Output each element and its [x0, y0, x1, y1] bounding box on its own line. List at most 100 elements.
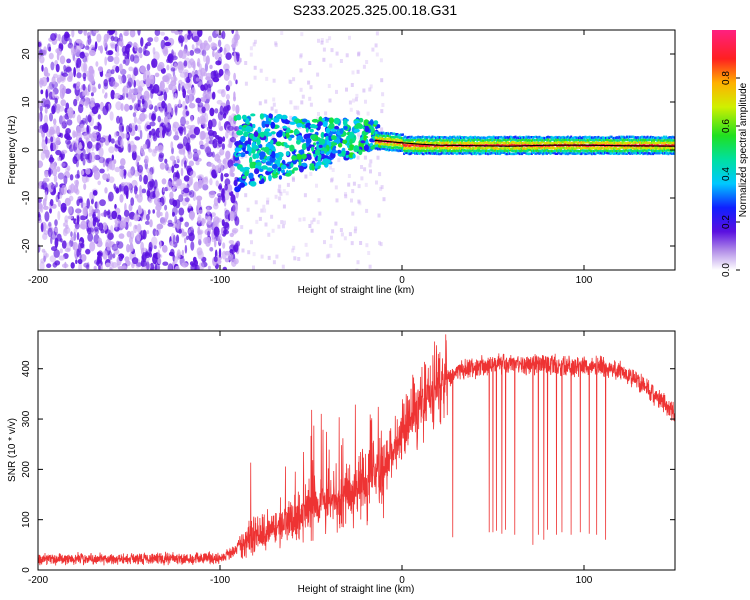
spectrogram-noise-cell	[182, 231, 188, 237]
spectrogram-carrier-cell	[473, 139, 475, 142]
spectrogram-carrier-cell	[610, 135, 613, 139]
spectrogram-noise-cell	[182, 100, 186, 110]
spectrogram-noise-cell	[212, 43, 218, 48]
spectrogram-carrier-cell	[639, 143, 641, 146]
spectrogram-noise-cell	[93, 30, 100, 34]
spectrogram-noise-cell	[351, 189, 355, 194]
spectrogram-carrier-cell	[488, 143, 491, 146]
spectrogram-signal-cell	[319, 153, 326, 160]
spectrogram-noise-cell	[132, 112, 137, 118]
spectrogram-carrier-cell	[614, 138, 617, 142]
spectrogram-carrier-cell	[665, 147, 668, 150]
spectrogram-noise-cell	[348, 232, 352, 237]
spectrogram-noise-cell	[139, 65, 146, 73]
spectrogram-noise-cell	[179, 217, 184, 222]
spectrogram-carrier-cell	[424, 141, 427, 144]
spectrogram-noise-cell	[196, 61, 200, 67]
spectrogram-carrier-cell	[516, 151, 519, 154]
spectrogram-carrier-cell	[506, 141, 509, 144]
spectrogram-carrier-cell	[649, 141, 652, 145]
spectrogram-carrier-cell	[491, 149, 494, 152]
spectrogram-signal-cell	[236, 115, 242, 121]
spectrogram-carrier-cell	[643, 144, 646, 147]
spectrogram-carrier-cell	[498, 147, 501, 150]
spectrogram-carrier-cell	[658, 152, 661, 155]
spectrogram-carrier-cell	[433, 152, 436, 155]
spectrogram-carrier-cell	[454, 149, 457, 153]
spectrogram-carrier-cell	[620, 150, 623, 153]
spectrogram-carrier-cell	[409, 141, 412, 144]
spectrogram-noise-cell	[48, 221, 52, 227]
spectrogram-carrier-cell	[429, 136, 432, 140]
spectrogram-carrier-cell	[633, 138, 636, 141]
spectrogram-noise-cell	[137, 124, 142, 133]
spectrogram-carrier-cell	[669, 151, 672, 155]
spectrogram-carrier-cell	[646, 135, 649, 139]
spectrogram-noise-cell	[61, 240, 67, 249]
spectrogram-noise-cell	[291, 248, 295, 253]
spectrogram-noise-cell	[129, 236, 133, 244]
spectrogram-carrier-cell	[652, 138, 655, 142]
spectrogram-carrier-cell	[482, 143, 485, 146]
spectrogram-carrier-cell	[499, 152, 502, 156]
spectrogram-carrier-cell	[623, 136, 626, 139]
spectrogram-signal-cell	[320, 131, 325, 139]
spectrogram-noise-cell	[177, 61, 183, 70]
spectrogram-carrier-cell	[589, 136, 592, 140]
spectrogram-noise-cell	[97, 237, 102, 245]
spectrogram-carrier-cell	[619, 141, 622, 144]
spectrogram-noise-cell	[84, 153, 90, 160]
snr-series-line	[38, 334, 675, 566]
spectrogram-carrier-cell	[639, 141, 641, 144]
spectrogram-carrier-cell	[624, 142, 627, 145]
spectrogram-carrier-cell	[601, 149, 604, 153]
spectrogram-signal-cell	[322, 158, 329, 165]
spectrogram-noise-cell	[175, 234, 180, 244]
spectrogram-noise-cell	[104, 56, 108, 66]
spectrogram-noise-cell	[69, 239, 74, 247]
spectrogram-signal-cell	[309, 124, 317, 129]
spectrogram-noise-cell	[118, 255, 124, 262]
spectrogram-noise-cell	[108, 146, 115, 154]
spectrogram-noise-cell	[351, 70, 355, 75]
spectrogram-noise-cell	[49, 255, 56, 263]
spectrogram-carrier-cell	[538, 138, 541, 141]
spectrogram-carrier-cell	[411, 140, 414, 144]
spectrogram-noise-cell	[143, 71, 146, 82]
spectrogram-carrier-cell	[489, 149, 492, 152]
spectrogram-carrier-cell	[671, 141, 674, 144]
spectrogram-carrier-cell	[649, 143, 652, 147]
spectrogram-noise-cell	[65, 128, 71, 135]
spectrogram-carrier-cell	[465, 152, 468, 155]
spectrogram-carrier-cell	[666, 138, 669, 141]
snr-x-tick-label: -200	[28, 575, 48, 586]
spectrogram-noise-cell	[188, 210, 195, 220]
spectrogram-carrier-cell	[426, 136, 428, 139]
spectrogram-carrier-cell	[500, 147, 503, 150]
spectrogram-noise-cell	[99, 137, 106, 143]
spectrogram-carrier-cell	[505, 152, 508, 156]
spectrogram-signal-cell	[264, 128, 271, 132]
spectrogram-noise-cell	[213, 216, 220, 225]
spectrogram-carrier-cell	[663, 147, 665, 150]
spectrogram-carrier-cell	[606, 149, 609, 152]
spectrogram-carrier-cell	[426, 138, 428, 141]
spectrogram-carrier-cell	[420, 138, 423, 141]
spectrogram-carrier-cell	[494, 149, 497, 152]
spectrogram-signal-cell	[245, 125, 253, 133]
spectrogram-signal-cell	[244, 150, 249, 154]
colorbar-tick-label: 0.4	[721, 167, 732, 181]
spectrogram-carrier-cell	[485, 152, 487, 155]
spectrogram-carrier-cell	[391, 132, 394, 135]
spectrogram-noise-cell	[330, 235, 333, 240]
spectrogram-carrier-cell	[450, 150, 452, 153]
spectrogram-noise-cell	[240, 225, 244, 230]
spectrogram-carrier-cell	[379, 132, 382, 135]
snr-y-tick-label: 0	[21, 567, 32, 573]
spectrogram-noise-cell	[124, 103, 130, 112]
spectrogram-carrier-cell	[499, 147, 502, 150]
spectrogram-noise-cell	[126, 243, 130, 253]
spectrogram-carrier-cell	[511, 149, 514, 152]
spectrogram-noise-cell	[194, 48, 201, 54]
spectrogram-carrier-cell	[378, 131, 380, 135]
